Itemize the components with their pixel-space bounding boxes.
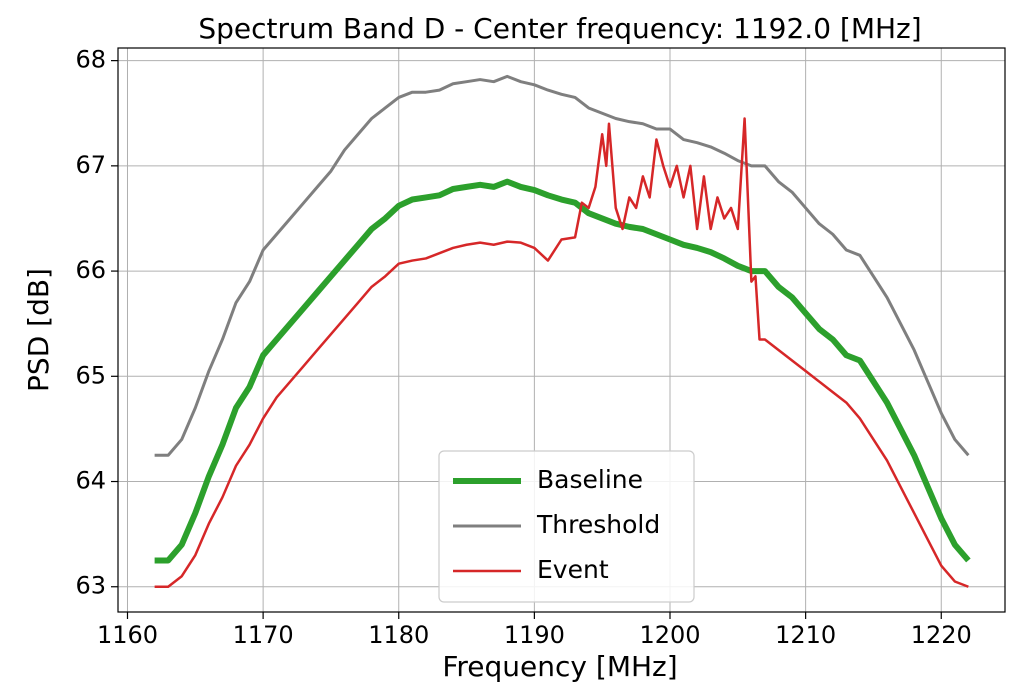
legend-label: Baseline <box>537 465 643 494</box>
plot-frame <box>117 47 1006 613</box>
data-line <box>154 74 970 457</box>
x-tick-label: 1160 <box>97 621 158 649</box>
y-tick-label: 67 <box>75 151 106 179</box>
y-axis-label: PSD [dB] <box>22 268 55 392</box>
x-tick-label: 1210 <box>775 621 836 649</box>
y-tick-label: 68 <box>75 46 106 74</box>
x-tick-label: 1200 <box>639 621 700 649</box>
legend <box>438 450 695 603</box>
y-tick-label: 64 <box>75 467 106 495</box>
data-line <box>154 178 971 564</box>
x-tick-label: 1170 <box>233 621 294 649</box>
y-tick-label: 63 <box>75 572 106 600</box>
y-tick-label: 65 <box>75 361 106 389</box>
x-axis-label: Frequency [MHz] <box>442 650 677 683</box>
data-line <box>154 117 969 588</box>
legend-label: Threshold <box>536 510 660 539</box>
legend-box <box>438 450 695 603</box>
legend-label: Event <box>537 555 609 584</box>
y-tick-label: 66 <box>75 256 106 284</box>
x-tick-label: 1220 <box>911 621 972 649</box>
x-tick-label: 1180 <box>368 621 429 649</box>
chart-title: Spectrum Band D - Center frequency: 1192… <box>198 12 921 45</box>
x-tick-label: 1190 <box>504 621 565 649</box>
